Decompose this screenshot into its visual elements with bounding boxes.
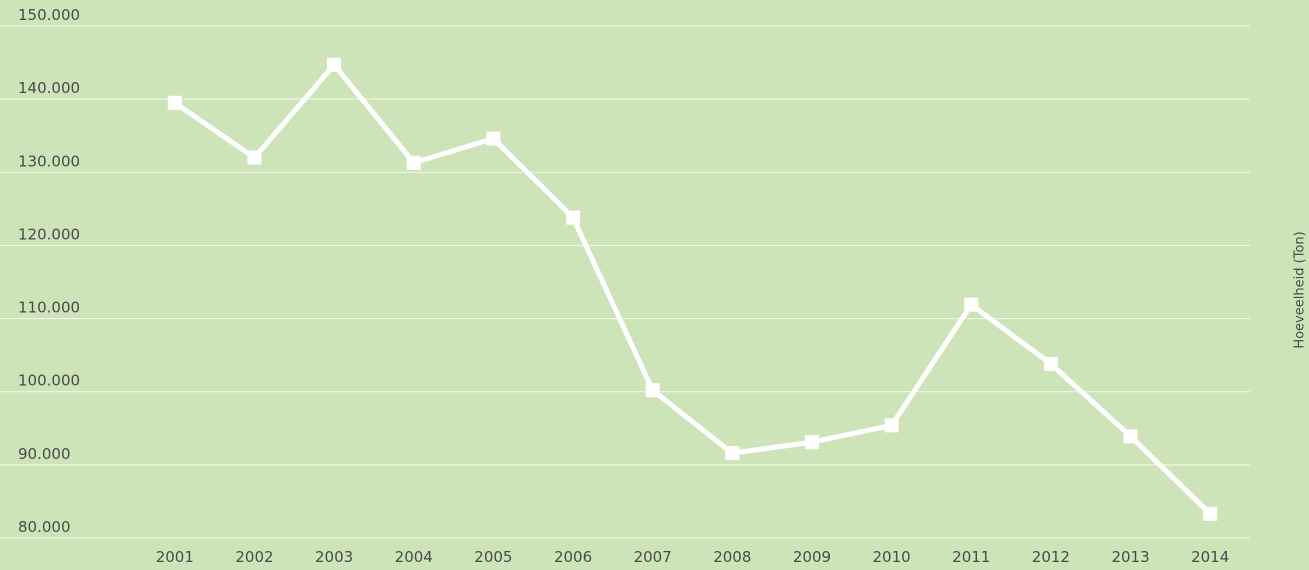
x-tick-label: 2004: [395, 548, 433, 566]
y-tick-label: 150.000: [18, 6, 80, 24]
x-tick-label: 2005: [474, 548, 512, 566]
y-tick-label: 80.000: [18, 518, 71, 536]
y-tick-label: 140.000: [18, 79, 80, 97]
marker: [1123, 429, 1138, 444]
x-tick-label: 2009: [793, 548, 831, 566]
marker: [486, 131, 501, 146]
marker: [1203, 506, 1218, 521]
x-tick-label: 2007: [634, 548, 672, 566]
marker: [247, 150, 262, 165]
x-tick-label: 2013: [1111, 548, 1149, 566]
x-tick-label: 2010: [873, 548, 911, 566]
line: [173, 62, 1212, 516]
marker: [566, 210, 581, 225]
y-tick-label: 130.000: [18, 152, 80, 170]
y-tick-label: 90.000: [18, 445, 71, 463]
marker: [406, 155, 421, 170]
marker: [964, 297, 979, 312]
x-tick-label: 2002: [235, 548, 273, 566]
marker: [1043, 356, 1058, 371]
x-tick-label: 2003: [315, 548, 353, 566]
x-tick-label: 2011: [952, 548, 990, 566]
x-tick-label: 2014: [1191, 548, 1229, 566]
marker: [725, 446, 740, 461]
marker: [804, 435, 819, 450]
marker: [884, 418, 899, 433]
x-tick-label: 2012: [1032, 548, 1070, 566]
x-tick-label: 2008: [713, 548, 751, 566]
y-tick-label: 100.000: [18, 372, 80, 390]
x-tick-label: 2001: [156, 548, 194, 566]
x-tick-label: 2006: [554, 548, 592, 566]
y-tick-label: 120.000: [18, 225, 80, 243]
y-axis-label: Hoeveelheid (Ton): [1293, 231, 1308, 348]
marker: [327, 57, 342, 72]
y-tick-label: 110.000: [18, 299, 80, 317]
marker: [167, 95, 182, 110]
marker: [645, 383, 660, 398]
